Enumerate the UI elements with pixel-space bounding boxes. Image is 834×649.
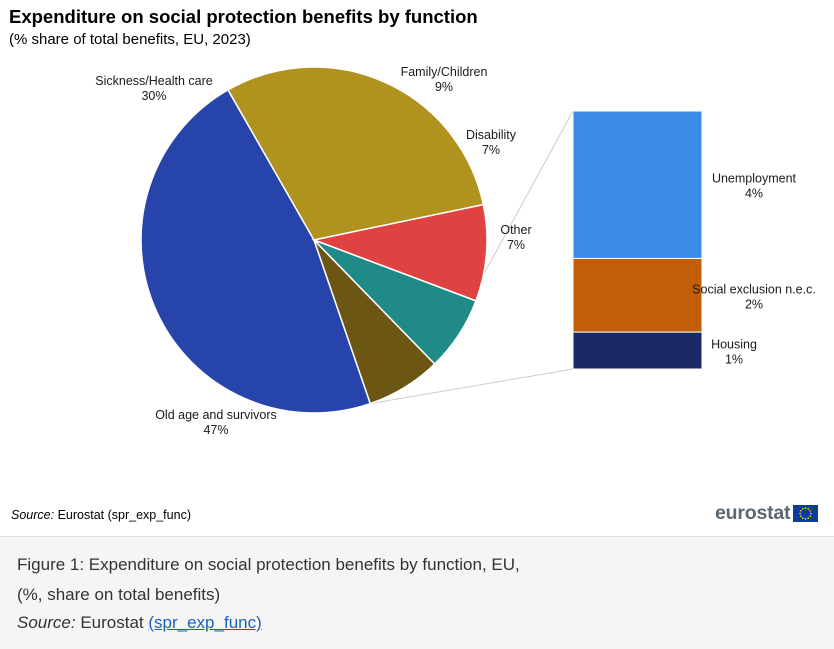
breakdown-label-unemployment: Unemployment	[712, 172, 797, 186]
breakdown-label-housing: Housing	[711, 338, 757, 352]
caption-source-text: Eurostat	[80, 613, 144, 632]
divider	[0, 536, 834, 537]
eurostat-logo: eurostat	[715, 501, 819, 524]
pie-value-other: 7%	[507, 238, 525, 252]
pie-label-sickness-health-care: Sickness/Health care	[95, 74, 212, 88]
pie-label-other: Other	[500, 223, 531, 237]
chart-panel: Expenditure on social protection benefit…	[9, 6, 819, 524]
pie-slice-sickness-health-care[interactable]	[226, 66, 485, 241]
flag-star	[800, 509, 803, 512]
flag-star	[802, 507, 804, 510]
pie-label-family-children: Family/Children	[401, 65, 488, 79]
pie-label-old-age-and-survivors: Old age and survivors	[155, 408, 277, 422]
flag-star	[802, 516, 804, 519]
breakdown-bar-housing[interactable]	[572, 331, 703, 370]
source-text: Eurostat (spr_exp_func)	[57, 508, 191, 522]
breakdown-bar-social-exclusion-n-e-c[interactable]	[572, 257, 703, 333]
breakdown-value-social-exclusion-n-e-c: 2%	[745, 297, 763, 311]
flag-star	[807, 507, 810, 510]
pie-slice-old-age-and-survivors[interactable]	[140, 88, 372, 414]
flag-star	[804, 506, 807, 509]
figure-caption: Figure 1: Expenditure on social protecti…	[0, 537, 834, 649]
flag-star	[799, 512, 802, 514]
pie-label-disability: Disability	[466, 128, 517, 142]
pie-value-sickness-health-care: 30%	[141, 89, 166, 103]
eu-flag-icon	[793, 504, 819, 522]
breakdown-value-unemployment: 4%	[745, 187, 763, 201]
flag-star	[800, 514, 803, 517]
pie-value-old-age-and-survivors: 47%	[203, 423, 228, 437]
pie-value-family-children: 9%	[435, 80, 453, 94]
caption-line-1: Figure 1: Expenditure on social protecti…	[17, 555, 520, 574]
breakdown-bar	[572, 110, 703, 370]
eurostat-logo-text: eurostat	[715, 501, 791, 524]
source-label: Source:	[11, 508, 55, 522]
chart-title: Expenditure on social protection benefit…	[9, 6, 478, 27]
chart-subtitle: (% share of total benefits, EU, 2023)	[9, 31, 251, 48]
flag-star	[810, 512, 813, 514]
caption-source: Source: Eurostat (spr_exp_func)	[17, 613, 262, 633]
caption-source-label: Source:	[17, 613, 76, 632]
caption-line-2: (%, share on total benefits)	[17, 585, 221, 604]
flag-star	[807, 516, 810, 519]
breakdown-value-housing: 1%	[725, 353, 743, 367]
breakdown-bar-unemployment[interactable]	[572, 110, 703, 259]
pie-slice-other[interactable]	[313, 239, 436, 405]
flag-star	[804, 517, 807, 520]
flag-star	[809, 509, 812, 512]
pie-value-disability: 7%	[482, 143, 500, 157]
connector-line-bottom	[370, 368, 574, 405]
flag-star	[809, 514, 812, 517]
caption-source-link[interactable]: (spr_exp_func)	[148, 613, 262, 632]
pie-slice-family-children[interactable]	[311, 203, 488, 302]
breakdown-label-social-exclusion-n-e-c: Social exclusion n.e.c.	[692, 282, 816, 296]
pie-slices	[140, 66, 488, 414]
source-note: Source: Eurostat (spr_exp_func)	[11, 508, 191, 522]
